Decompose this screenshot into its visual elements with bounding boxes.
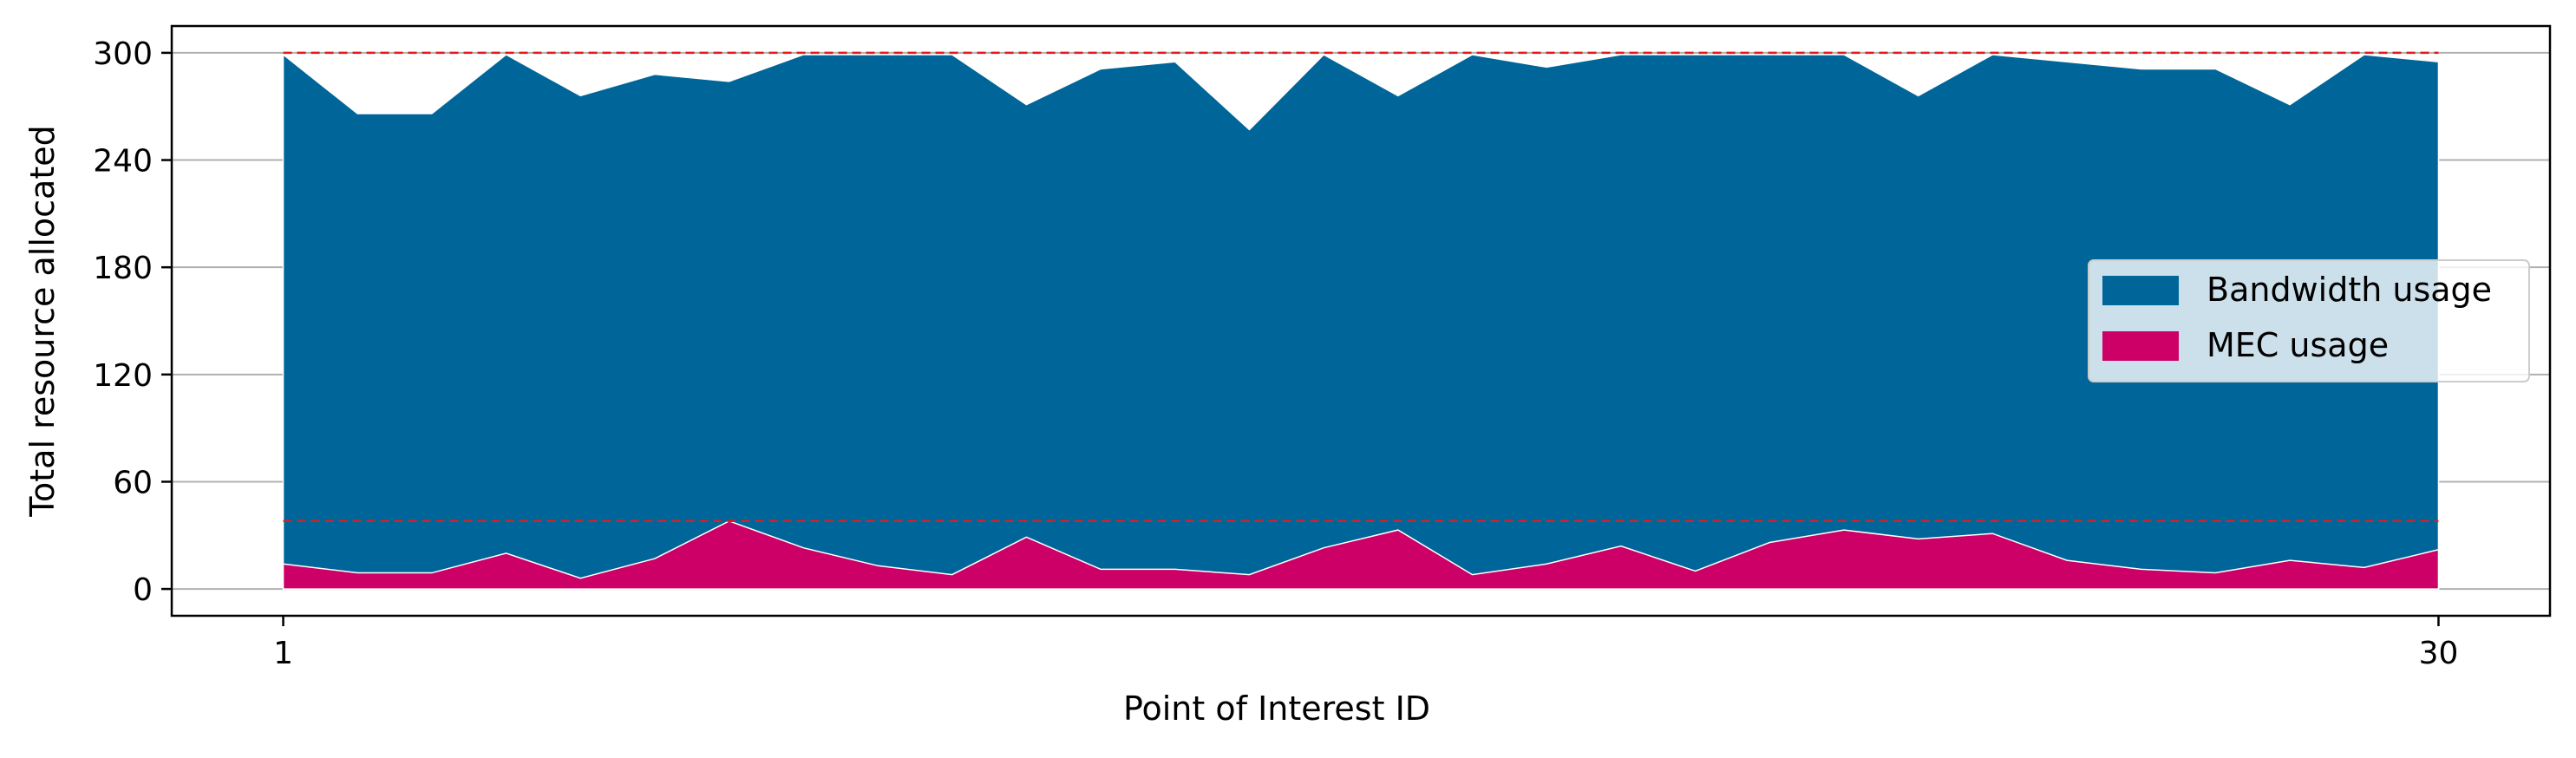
legend-swatch-bandwidth-usage xyxy=(2102,276,2179,305)
x-tick-label-1: 1 xyxy=(273,636,293,671)
legend-label-mec-usage: MEC usage xyxy=(2207,326,2389,364)
axes: 0 60 120 180 240 300 1 30 xyxy=(93,24,2552,671)
y-tick-label-180: 180 xyxy=(93,251,153,286)
plot-frame xyxy=(170,24,2552,618)
reference-lines xyxy=(283,51,2439,523)
y-tick-label-240: 240 xyxy=(93,144,153,180)
legend: Bandwidth usage MEC usage xyxy=(2088,259,2530,382)
x-tick-label-30: 30 xyxy=(2419,636,2459,671)
legend-label-bandwidth-usage: Bandwidth usage xyxy=(2207,271,2492,309)
x-axis-label: Point of Interest ID xyxy=(1123,689,1430,728)
series-layer xyxy=(282,53,2440,590)
y-axis-label: Total resource allocated xyxy=(23,125,62,518)
y-tick-label-0: 0 xyxy=(133,572,153,608)
y-tick-label-60: 60 xyxy=(113,465,153,500)
area-mec-usage xyxy=(282,519,2440,590)
area-bandwidth-usage xyxy=(282,53,2440,590)
y-tick-label-300: 300 xyxy=(93,36,153,72)
legend-swatch-mec-usage xyxy=(2102,331,2179,361)
legend-box xyxy=(2088,259,2530,382)
y-tick-label-120: 120 xyxy=(93,358,153,394)
